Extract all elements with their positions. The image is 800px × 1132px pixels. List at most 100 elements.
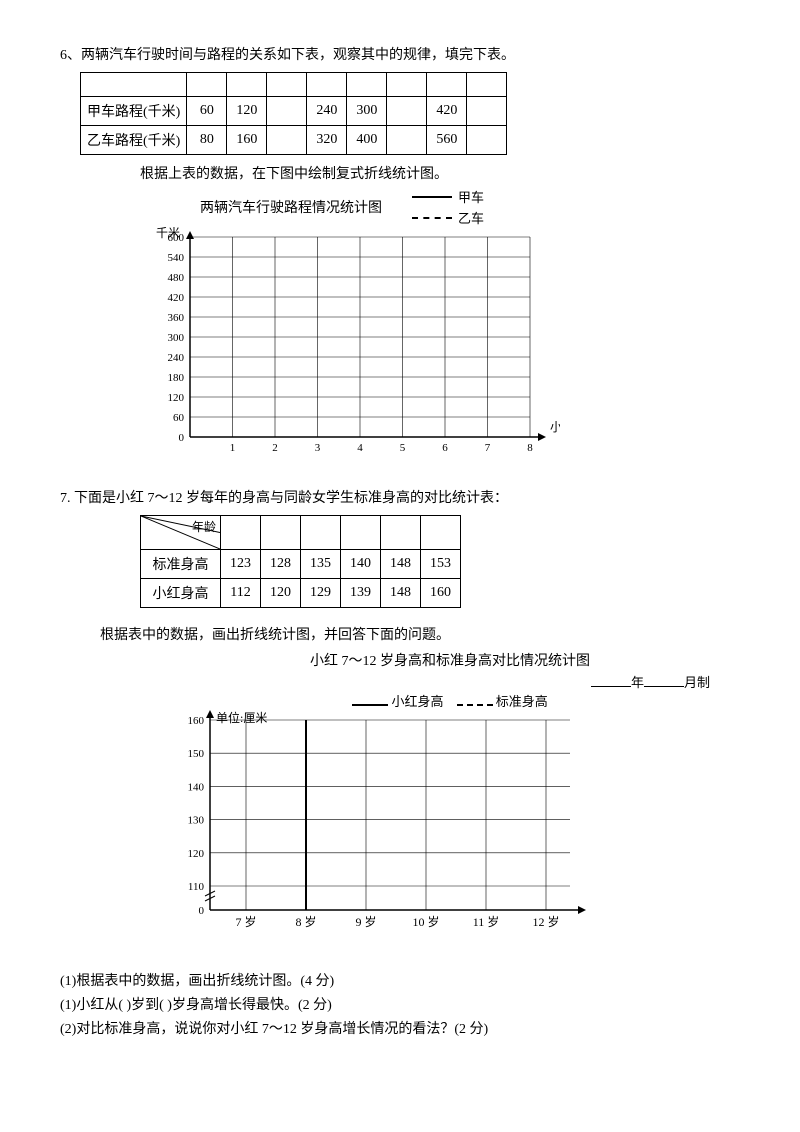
- cell: 240: [307, 97, 347, 126]
- legend-b-label: 标准身高: [496, 694, 548, 709]
- svg-text:360: 360: [168, 312, 185, 324]
- cell: 60: [187, 97, 227, 126]
- svg-text:480: 480: [168, 272, 185, 284]
- svg-text:300: 300: [168, 332, 185, 344]
- cell: 140: [341, 550, 381, 579]
- cell: 129: [301, 579, 341, 608]
- legend-a-label: 小红身高: [391, 694, 443, 709]
- q6-chart: 两辆汽车行驶路程情况统计图 甲车 乙车 千米060120180240300360…: [140, 187, 740, 467]
- svg-text:8: 8: [527, 442, 533, 454]
- svg-text:11 岁: 11 岁: [473, 914, 500, 929]
- svg-text:7 岁: 7 岁: [235, 914, 256, 929]
- svg-text:540: 540: [168, 252, 185, 264]
- cell: 320: [307, 126, 347, 155]
- svg-text:8 岁: 8 岁: [295, 914, 316, 929]
- cell: 80: [187, 126, 227, 155]
- svg-text:9 岁: 9 岁: [355, 914, 376, 929]
- cell: [387, 97, 427, 126]
- legend-dash-icon: [412, 217, 452, 219]
- table-row: 年龄: [141, 516, 461, 550]
- svg-text:130: 130: [188, 815, 205, 827]
- cell: 153: [421, 550, 461, 579]
- row-a-label: 甲车路程(千米): [81, 97, 187, 126]
- svg-text:0: 0: [199, 905, 205, 917]
- cell: 135: [301, 550, 341, 579]
- svg-text:3: 3: [315, 442, 321, 454]
- table-row: 小红身高 112 120 129 139 148 160: [141, 579, 461, 608]
- svg-text:420: 420: [168, 292, 185, 304]
- table-row: 甲车路程(千米) 60 120 240 300 420: [81, 97, 507, 126]
- cell: 123: [221, 550, 261, 579]
- q6-chart-title: 两辆汽车行驶路程情况统计图: [200, 197, 382, 217]
- q7-sub1: (1)根据表中的数据，画出折线统计图。(4 分): [60, 970, 740, 990]
- table-row-header: [81, 73, 507, 97]
- cell: [467, 97, 507, 126]
- q6-prompt: 6、两辆汽车行驶时间与路程的关系如下表，观察其中的规律，填完下表。: [60, 44, 740, 64]
- svg-text:120: 120: [188, 848, 205, 860]
- svg-text:小时: 小时: [550, 420, 560, 434]
- xh-label: 小红身高: [141, 579, 221, 608]
- svg-text:150: 150: [188, 748, 205, 760]
- diag-header-cell: 年龄: [141, 516, 221, 550]
- cell: 128: [261, 550, 301, 579]
- q7-chart-svg: 单位:厘米 0 110 120 130 140 150 160 7 岁 8 岁 9 岁 10 岁 11 …: [160, 710, 600, 950]
- svg-text:240: 240: [168, 352, 185, 364]
- svg-text:10 岁: 10 岁: [412, 914, 439, 929]
- svg-text:4: 4: [357, 442, 363, 454]
- q7-prompt: 7. 下面是小红 7～12 岁每年的身高与同龄女学生标准身高的对比统计表：: [60, 487, 740, 507]
- svg-text:60: 60: [173, 412, 185, 424]
- svg-text:2: 2: [272, 442, 278, 454]
- q7-chart: 小红 7～12 岁身高和标准身高对比情况统计图 年 月制 小红身高 标准身高 单位…: [160, 650, 740, 950]
- table-row: 乙车路程(千米) 80 160 320 400 560: [81, 126, 507, 155]
- q6-table-note: 根据上表的数据，在下图中绘制复式折线统计图。: [140, 163, 740, 183]
- svg-text:7: 7: [485, 442, 491, 454]
- cell: 300: [347, 97, 387, 126]
- legend-solid-icon: [352, 704, 388, 706]
- cell: 120: [261, 579, 301, 608]
- q7-sub3: (2)对比标准身高，说说你对小红 7～12 岁身高增长情况的看法？(2 分): [60, 1018, 740, 1038]
- legend-a-label: 甲车: [458, 187, 484, 206]
- cell: 139: [341, 579, 381, 608]
- svg-text:单位:厘米: 单位:厘米: [216, 710, 267, 725]
- legend-b-label: 乙车: [458, 208, 484, 227]
- legend-dash-icon: [457, 704, 493, 706]
- row-b-label: 乙车路程(千米): [81, 126, 187, 155]
- q7-date-line: 年 月制: [160, 672, 740, 691]
- q6-table: 甲车路程(千米) 60 120 240 300 420 乙车路程(千米) 80 …: [80, 72, 507, 155]
- cell: 120: [227, 97, 267, 126]
- cell: 420: [427, 97, 467, 126]
- svg-text:160: 160: [188, 715, 205, 727]
- cell: [267, 97, 307, 126]
- cell: [267, 126, 307, 155]
- svg-text:1: 1: [230, 442, 236, 454]
- q6-chart-svg: 千米06012018024030036042048054060012345678…: [140, 227, 560, 467]
- cell: [467, 126, 507, 155]
- cell: 148: [381, 550, 421, 579]
- svg-text:110: 110: [188, 881, 205, 893]
- q7-sub2: (1)小红从( )岁到( )岁身高增长得最快。(2 分): [60, 994, 740, 1014]
- age-label: 年龄: [192, 518, 216, 535]
- cell: 160: [227, 126, 267, 155]
- svg-text:600: 600: [168, 232, 185, 244]
- month-label: 月制: [684, 675, 710, 690]
- cell: 112: [221, 579, 261, 608]
- svg-text:5: 5: [400, 442, 406, 454]
- cell: 148: [381, 579, 421, 608]
- svg-text:140: 140: [188, 781, 205, 793]
- svg-text:6: 6: [442, 442, 448, 454]
- std-label: 标准身高: [141, 550, 221, 579]
- q7-table: 年龄 标准身高 123 128 135 140 148 153 小红身高 112…: [140, 515, 461, 608]
- cell: 560: [427, 126, 467, 155]
- svg-text:0: 0: [179, 432, 185, 444]
- cell: [387, 126, 427, 155]
- svg-text:12 岁: 12 岁: [532, 914, 559, 929]
- table-row: 标准身高 123 128 135 140 148 153: [141, 550, 461, 579]
- svg-text:180: 180: [168, 372, 185, 384]
- q7-chart-title: 小红 7～12 岁身高和标准身高对比情况统计图: [160, 650, 740, 670]
- cell: 160: [421, 579, 461, 608]
- svg-text:120: 120: [168, 392, 185, 404]
- cell: 400: [347, 126, 387, 155]
- q6-legend: 甲车 乙车: [412, 187, 484, 227]
- year-label: 年: [631, 675, 644, 690]
- q7-legend: 小红身高 标准身高: [160, 691, 740, 710]
